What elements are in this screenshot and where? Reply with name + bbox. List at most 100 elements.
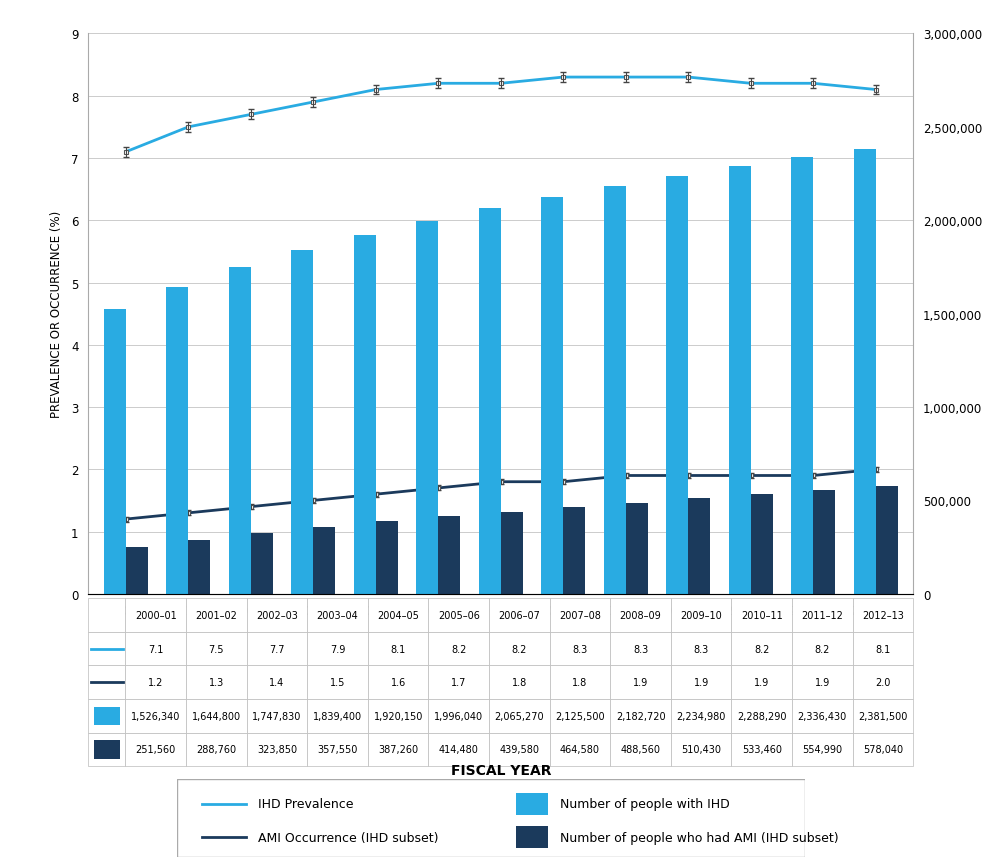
Bar [667,177,688,594]
Text: 2006–07: 2006–07 [499,610,540,620]
Bar [854,150,876,594]
Bar [229,268,250,594]
Text: 1.4: 1.4 [269,678,285,687]
Text: 8.2: 8.2 [451,644,466,653]
Bar [541,197,564,594]
FancyBboxPatch shape [126,699,187,733]
Text: 8.3: 8.3 [573,644,587,653]
FancyBboxPatch shape [610,733,671,766]
FancyBboxPatch shape [671,699,732,733]
FancyBboxPatch shape [246,598,307,632]
Text: Number of people who had AMI (IHD subset): Number of people who had AMI (IHD subset… [560,831,839,844]
Text: 1,996,040: 1,996,040 [434,711,483,721]
FancyBboxPatch shape [307,666,368,699]
Text: 251,560: 251,560 [136,745,176,754]
Text: 2009–10: 2009–10 [681,610,722,620]
Text: 2008–09: 2008–09 [620,610,662,620]
Text: 1.3: 1.3 [209,678,224,687]
Text: 1.6: 1.6 [391,678,406,687]
FancyBboxPatch shape [550,598,610,632]
FancyBboxPatch shape [550,733,610,766]
Text: 357,550: 357,550 [317,745,357,754]
FancyBboxPatch shape [852,733,913,766]
Bar [354,236,376,594]
Text: 1.8: 1.8 [512,678,527,687]
Text: 2,065,270: 2,065,270 [495,711,544,721]
Text: 439,580: 439,580 [500,745,539,754]
FancyBboxPatch shape [489,733,550,766]
FancyBboxPatch shape [126,733,187,766]
Text: 2001–02: 2001–02 [195,610,238,620]
Text: 488,560: 488,560 [621,745,661,754]
Text: 2005–06: 2005–06 [438,610,480,620]
Bar [517,793,548,815]
FancyBboxPatch shape [246,733,307,766]
Text: 2011–12: 2011–12 [801,610,844,620]
FancyBboxPatch shape [88,666,126,699]
Text: 8.1: 8.1 [875,644,891,653]
FancyBboxPatch shape [610,666,671,699]
Bar [564,507,585,594]
Text: 8.2: 8.2 [815,644,830,653]
Text: 1,526,340: 1,526,340 [132,711,181,721]
Text: 510,430: 510,430 [682,745,721,754]
FancyBboxPatch shape [246,632,307,666]
FancyBboxPatch shape [852,598,913,632]
Text: 464,580: 464,580 [560,745,600,754]
FancyBboxPatch shape [307,632,368,666]
FancyBboxPatch shape [732,666,792,699]
FancyBboxPatch shape [428,733,489,766]
FancyBboxPatch shape [489,666,550,699]
Text: 1,839,400: 1,839,400 [313,711,362,721]
Bar [626,503,648,594]
Bar [313,528,335,594]
FancyBboxPatch shape [307,699,368,733]
FancyBboxPatch shape [88,699,126,733]
Text: 2007–08: 2007–08 [559,610,601,620]
FancyBboxPatch shape [852,632,913,666]
Text: 1.5: 1.5 [330,678,346,687]
FancyBboxPatch shape [671,598,732,632]
Text: 1,644,800: 1,644,800 [191,711,241,721]
Text: 288,760: 288,760 [196,745,237,754]
Text: 1.9: 1.9 [815,678,830,687]
Text: 578,040: 578,040 [863,745,903,754]
FancyBboxPatch shape [671,733,732,766]
FancyBboxPatch shape [732,733,792,766]
FancyBboxPatch shape [187,632,246,666]
Text: 1.9: 1.9 [633,678,648,687]
FancyBboxPatch shape [88,733,126,766]
Text: 1.7: 1.7 [451,678,466,687]
FancyBboxPatch shape [307,598,368,632]
FancyBboxPatch shape [792,699,852,733]
Text: 2000–01: 2000–01 [135,610,177,620]
FancyBboxPatch shape [610,699,671,733]
FancyBboxPatch shape [550,699,610,733]
FancyBboxPatch shape [126,666,187,699]
FancyBboxPatch shape [126,598,187,632]
Bar [751,494,773,594]
Text: Number of people with IHD: Number of people with IHD [560,797,730,810]
Text: 2010–11: 2010–11 [740,610,783,620]
FancyBboxPatch shape [732,598,792,632]
Y-axis label: PREVALENCE OR OCCURRENCE (%): PREVALENCE OR OCCURRENCE (%) [50,211,63,418]
Text: AMI Occurrence (IHD subset): AMI Occurrence (IHD subset) [258,831,439,844]
Text: 2003–04: 2003–04 [317,610,358,620]
Bar [876,486,898,594]
FancyBboxPatch shape [671,666,732,699]
Text: 7.7: 7.7 [269,644,285,653]
Bar [517,827,548,848]
Text: 1.2: 1.2 [148,678,163,687]
FancyBboxPatch shape [428,632,489,666]
Bar [167,288,189,594]
FancyBboxPatch shape [852,699,913,733]
Bar [126,547,147,594]
FancyBboxPatch shape [246,666,307,699]
Bar [376,522,398,594]
Text: 2,381,500: 2,381,500 [858,711,907,721]
FancyBboxPatch shape [428,666,489,699]
Bar [438,517,461,594]
FancyBboxPatch shape [307,733,368,766]
Text: 1.9: 1.9 [754,678,769,687]
Text: 1.8: 1.8 [573,678,587,687]
